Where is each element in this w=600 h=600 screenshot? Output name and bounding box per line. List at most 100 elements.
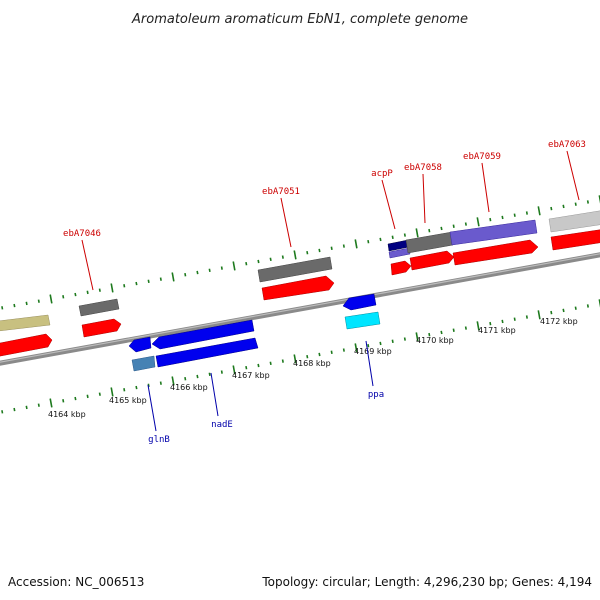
gene-label-ebA7051[interactable]: ebA7051: [262, 187, 300, 197]
minor-tick: [220, 266, 223, 270]
gene-blue-feature[interactable]: [342, 293, 377, 311]
gene-steel-feature[interactable]: [131, 355, 156, 372]
gene-blue-feature[interactable]: [151, 319, 255, 350]
gene-callouts: ebA7046 ebA7051 acpP ebA7058 ebA7059 ebA7063 g…: [63, 140, 586, 445]
cds-feature[interactable]: [0, 333, 53, 358]
minor-tick: [159, 277, 162, 281]
cds-feature[interactable]: [550, 229, 600, 251]
major-tick: [537, 310, 541, 320]
minor-tick: [306, 354, 309, 359]
minor-tick: [1, 410, 4, 414]
minor-tick: [306, 250, 309, 255]
gene-blue-feature[interactable]: [155, 337, 259, 368]
gene-label-acpP[interactable]: acpP: [371, 169, 393, 179]
minor-tick: [184, 377, 187, 381]
accession-label: Accession: NC_006513: [8, 575, 144, 589]
minor-tick: [550, 206, 553, 211]
minor-tick: [123, 388, 126, 392]
minor-tick: [391, 339, 394, 343]
minor-tick: [74, 292, 77, 297]
minor-tick: [184, 273, 187, 277]
gene-label-ppa[interactable]: ppa: [368, 390, 384, 400]
gene-light-grey-feature[interactable]: [548, 210, 600, 233]
minor-tick: [37, 299, 40, 303]
minor-tick: [98, 392, 101, 396]
gene-cyan-feature[interactable]: [344, 311, 381, 330]
minor-tick: [525, 315, 528, 319]
minor-tick: [135, 281, 138, 286]
minor-tick: [574, 202, 577, 206]
minor-tick: [25, 301, 28, 306]
gene-label-glnB[interactable]: glnB: [148, 435, 170, 445]
major-tick: [49, 398, 53, 408]
gene-callout-line: [381, 179, 396, 230]
minor-tick: [428, 228, 431, 233]
minor-tick: [574, 306, 577, 310]
scale-label: 4170 kbp: [416, 336, 454, 345]
gene-periwinkle-feature[interactable]: [388, 247, 411, 259]
gene-callout-line: [365, 340, 374, 387]
minor-tick: [391, 235, 394, 239]
minor-tick: [86, 394, 89, 399]
minor-tick: [379, 237, 382, 242]
minor-tick: [62, 399, 65, 403]
scale-label: 4169 kbp: [354, 347, 392, 356]
gene-olive-feature[interactable]: [0, 314, 51, 332]
gene-periwinkle-feature[interactable]: [449, 219, 538, 246]
minor-tick: [330, 350, 333, 354]
gene-callout-line: [81, 239, 94, 291]
major-tick: [171, 272, 175, 282]
major-tick: [110, 283, 114, 293]
minor-tick: [62, 295, 65, 299]
minor-tick: [586, 304, 589, 308]
minor-tick: [135, 385, 138, 390]
gene-callout-line: [147, 384, 157, 432]
minor-tick: [37, 403, 40, 407]
major-tick: [293, 250, 297, 260]
minor-tick: [196, 374, 199, 379]
minor-tick: [74, 396, 77, 401]
minor-tick: [513, 317, 516, 321]
gene-callout-line: [280, 197, 292, 248]
gene-grey-feature[interactable]: [405, 231, 454, 254]
cds-feature[interactable]: [81, 318, 122, 338]
gene-callout-line: [422, 173, 426, 224]
scale-label: 4165 kbp: [109, 396, 147, 405]
minor-tick: [13, 303, 16, 308]
minor-tick: [367, 343, 370, 348]
cds-feature[interactable]: [452, 239, 539, 266]
gene-label-ebA7063[interactable]: ebA7063: [548, 140, 586, 150]
gene-grey-feature[interactable]: [78, 298, 120, 317]
scale-labels: 4164 kbp 4165 kbp 4166 kbp 4167 kbp 4168 kbp…: [48, 317, 578, 419]
major-tick: [49, 294, 53, 304]
minor-tick: [342, 348, 345, 352]
minor-tick: [330, 246, 333, 250]
inner-tick-track: [1, 299, 600, 414]
gene-label-ebA7046[interactable]: ebA7046: [63, 229, 101, 239]
minor-tick: [147, 279, 150, 284]
cds-feature[interactable]: [261, 275, 335, 301]
minor-tick: [379, 341, 382, 346]
gene-label-ebA7059[interactable]: ebA7059: [463, 152, 501, 162]
gene-label-nadE[interactable]: nadE: [211, 420, 233, 430]
minor-tick: [550, 310, 553, 315]
gene-label-ebA7058[interactable]: ebA7058: [404, 163, 442, 173]
cds-feature[interactable]: [390, 260, 412, 276]
minor-tick: [342, 244, 345, 248]
scale-label: 4171 kbp: [478, 326, 516, 335]
gene-blue-feature[interactable]: [128, 336, 152, 353]
minor-tick: [403, 337, 406, 341]
gene-features: [0, 210, 600, 372]
major-tick: [415, 228, 419, 238]
minor-tick: [123, 284, 126, 288]
minor-tick: [281, 359, 284, 363]
minor-tick: [318, 248, 321, 253]
map-title: Aromatoleum aromaticum EbN1, complete ge…: [131, 12, 468, 27]
minor-tick: [147, 383, 150, 388]
major-tick: [232, 261, 236, 271]
major-tick: [476, 217, 480, 227]
minor-tick: [98, 288, 101, 292]
gene-grey-feature[interactable]: [257, 256, 333, 283]
cds-feature[interactable]: [409, 250, 455, 271]
